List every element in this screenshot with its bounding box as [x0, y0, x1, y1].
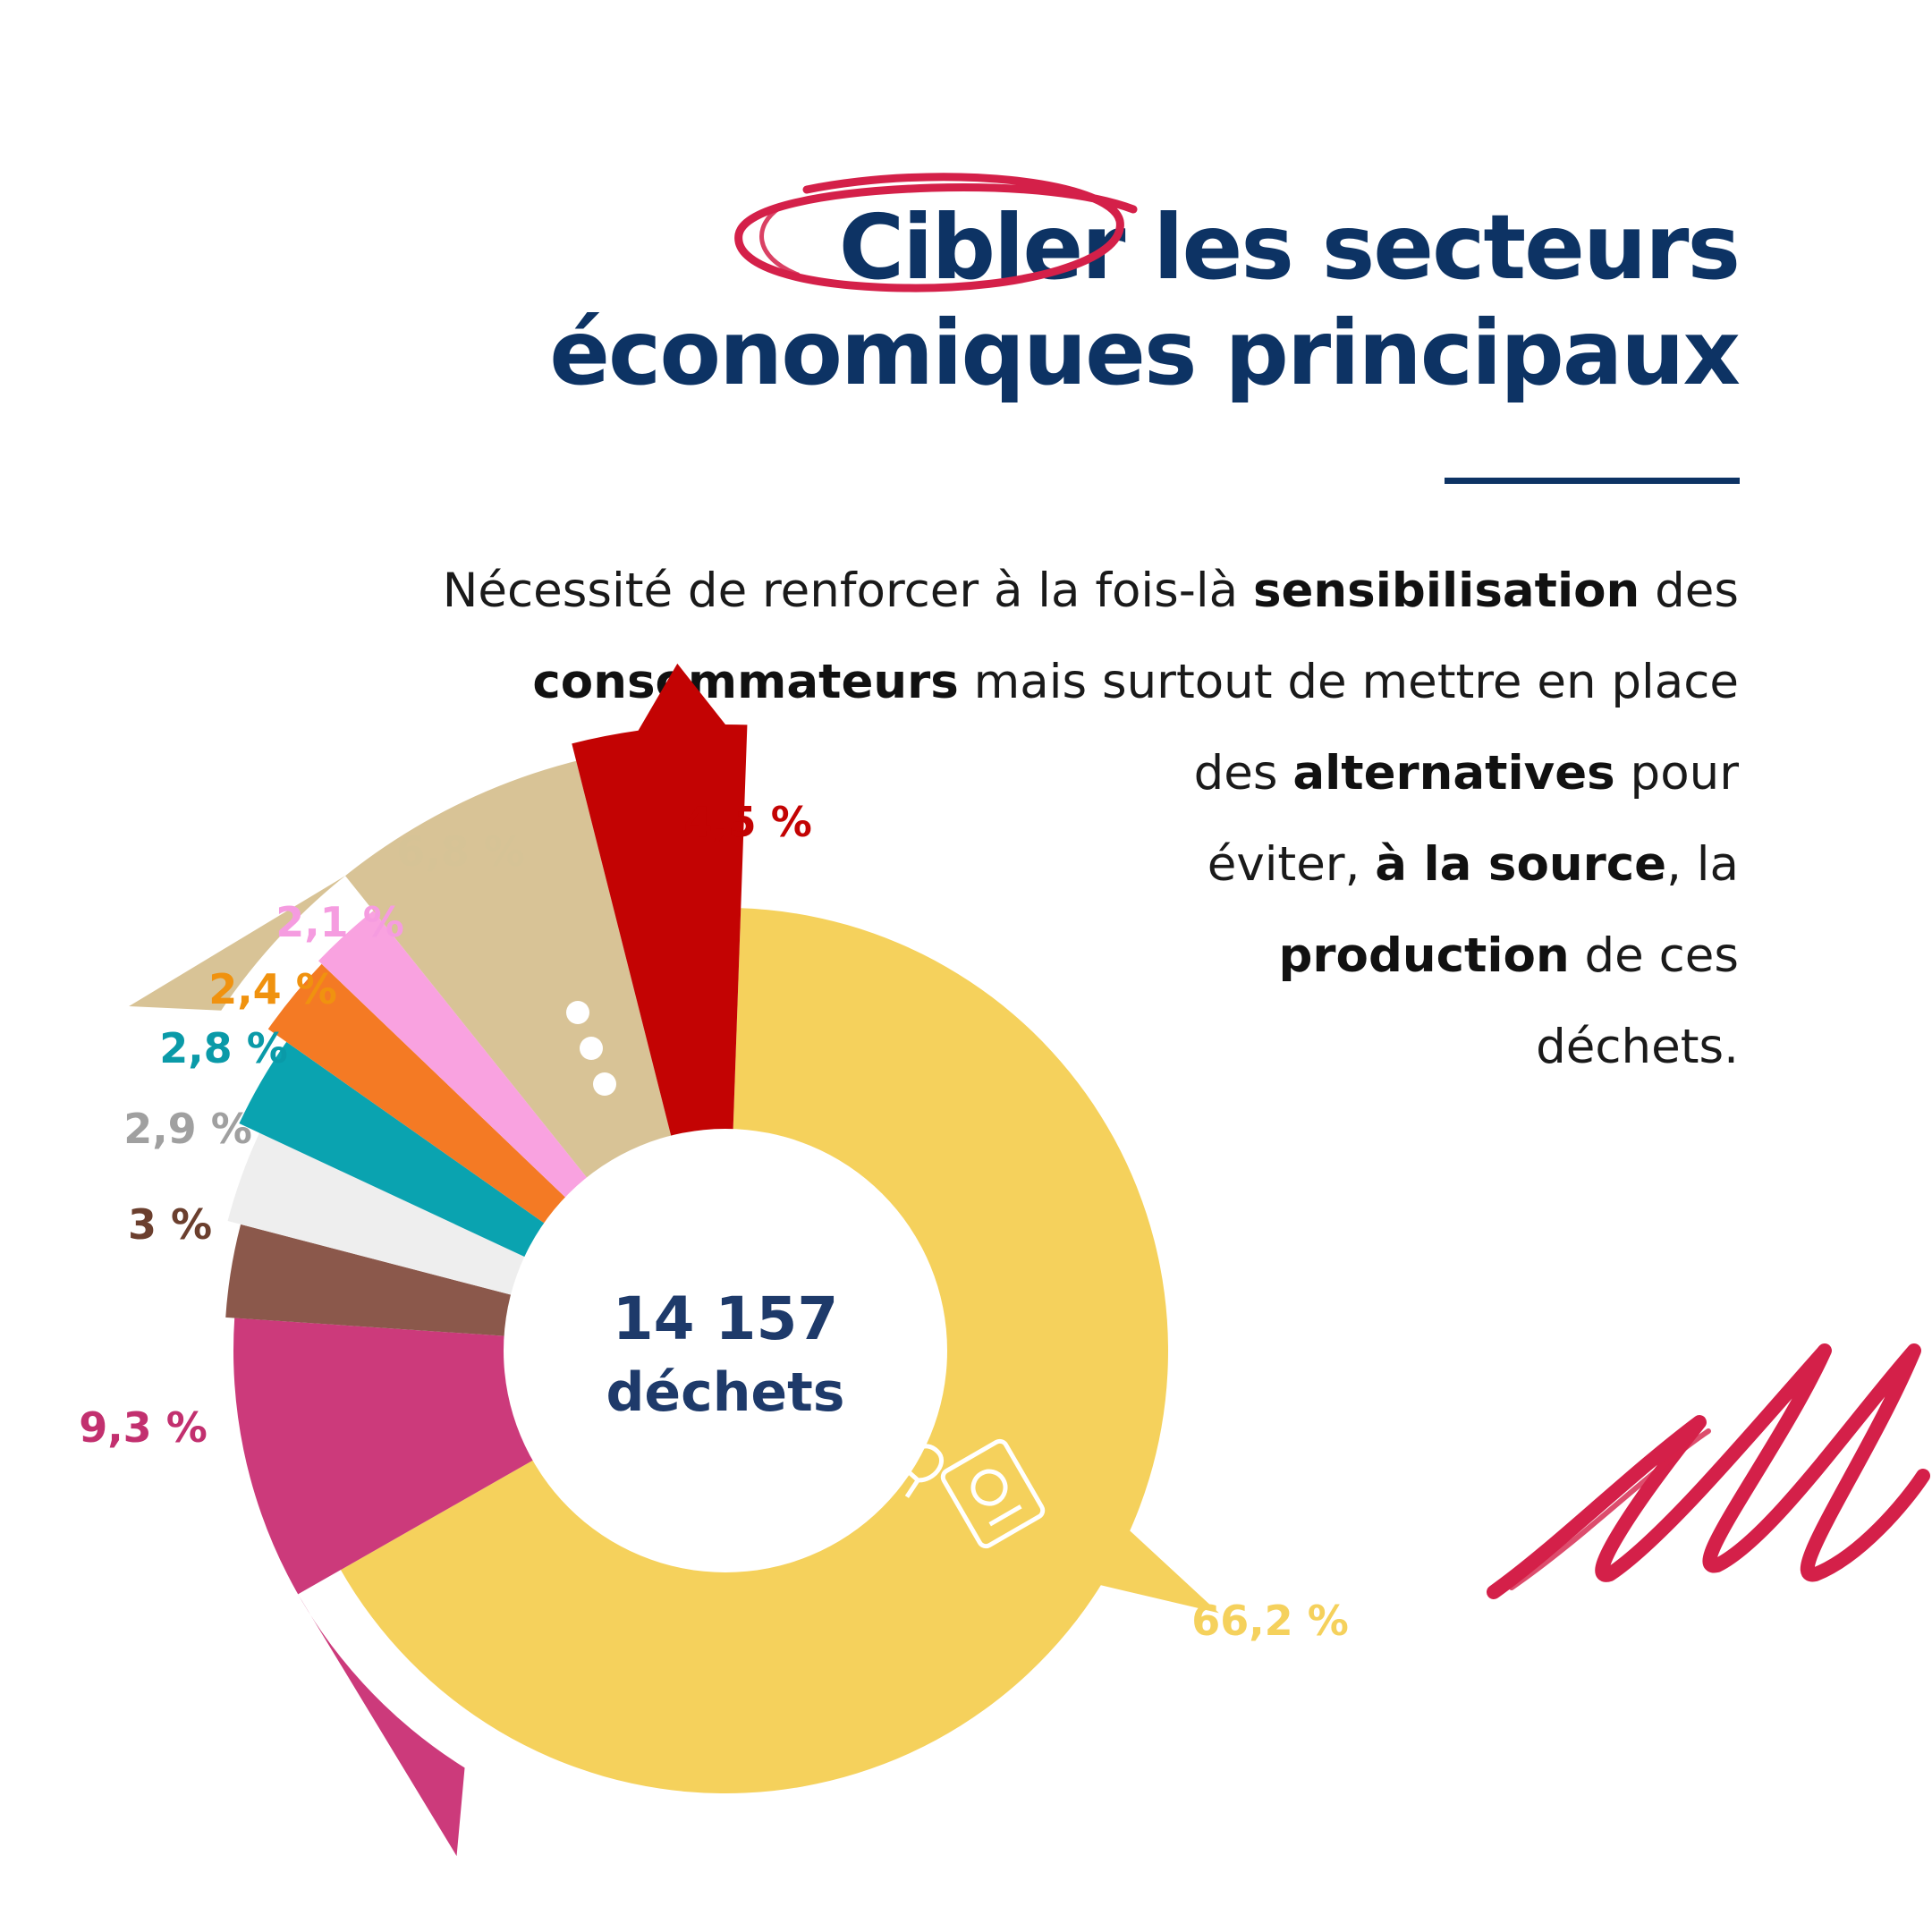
chart-slices — [129, 663, 1219, 1857]
description-line: éviter, à la source, la — [1207, 837, 1739, 892]
slice-percent-label: 2,4 % — [208, 965, 337, 1013]
donut-slice — [129, 760, 674, 1183]
slice-percent-label: 66,2 % — [1191, 1597, 1349, 1645]
donut-slice — [340, 908, 1219, 1793]
slice-percent-label: 2,1 % — [275, 898, 404, 946]
description-paragraph: Nécessité de renforcer à la fois-là sens… — [218, 546, 1739, 1093]
hand-drawn-circle-mark — [734, 173, 1138, 292]
title-divider — [1445, 478, 1740, 484]
donut-slice — [267, 963, 571, 1227]
title-line-1-rest: les secteurs — [1123, 195, 1741, 300]
slice-percent-label: 3 % — [128, 1200, 212, 1249]
chart-labels: 66,2 % 9,3 % 3 % 2,9 % 2,8 % 2,4 % 2,1 % 6,8 % 4… — [79, 798, 1349, 1645]
title-line-1: Cibler les secteurs — [549, 195, 1741, 301]
donut-slice — [318, 911, 592, 1203]
description-line: Nécessité de renforcer à la fois-là sens… — [442, 564, 1739, 618]
donut-hole — [504, 1129, 947, 1572]
description-line: des alternatives pour — [1193, 746, 1739, 801]
donut-slice — [227, 1132, 531, 1297]
slice-percent-label: 2,9 % — [123, 1105, 252, 1153]
donut-slice — [225, 1224, 518, 1337]
slice-percent-label: 6,8 % — [396, 827, 525, 876]
center-unit: déchets — [606, 1361, 844, 1424]
description-line: déchets. — [1536, 1020, 1739, 1074]
dots-icon — [566, 1001, 616, 1096]
page-title: Cibler les secteurs économiques principa… — [549, 195, 1741, 406]
slice-percent-label: 9,3 % — [79, 1403, 208, 1452]
title-line-2: économiques principaux — [549, 301, 1741, 405]
donut-slice — [239, 1041, 550, 1260]
donut-slice — [572, 663, 748, 1143]
description-line: consommateurs mais surtout de mettre en … — [532, 655, 1739, 709]
center-count: 14 157 — [613, 1284, 839, 1353]
scribble-decoration — [1487, 1343, 1930, 1599]
slice-percent-label: 2,8 % — [159, 1024, 288, 1072]
slice-percent-label: 4,5 % — [683, 798, 812, 846]
donut-slice — [233, 1318, 539, 1857]
description-line: production de ces — [1278, 928, 1739, 983]
